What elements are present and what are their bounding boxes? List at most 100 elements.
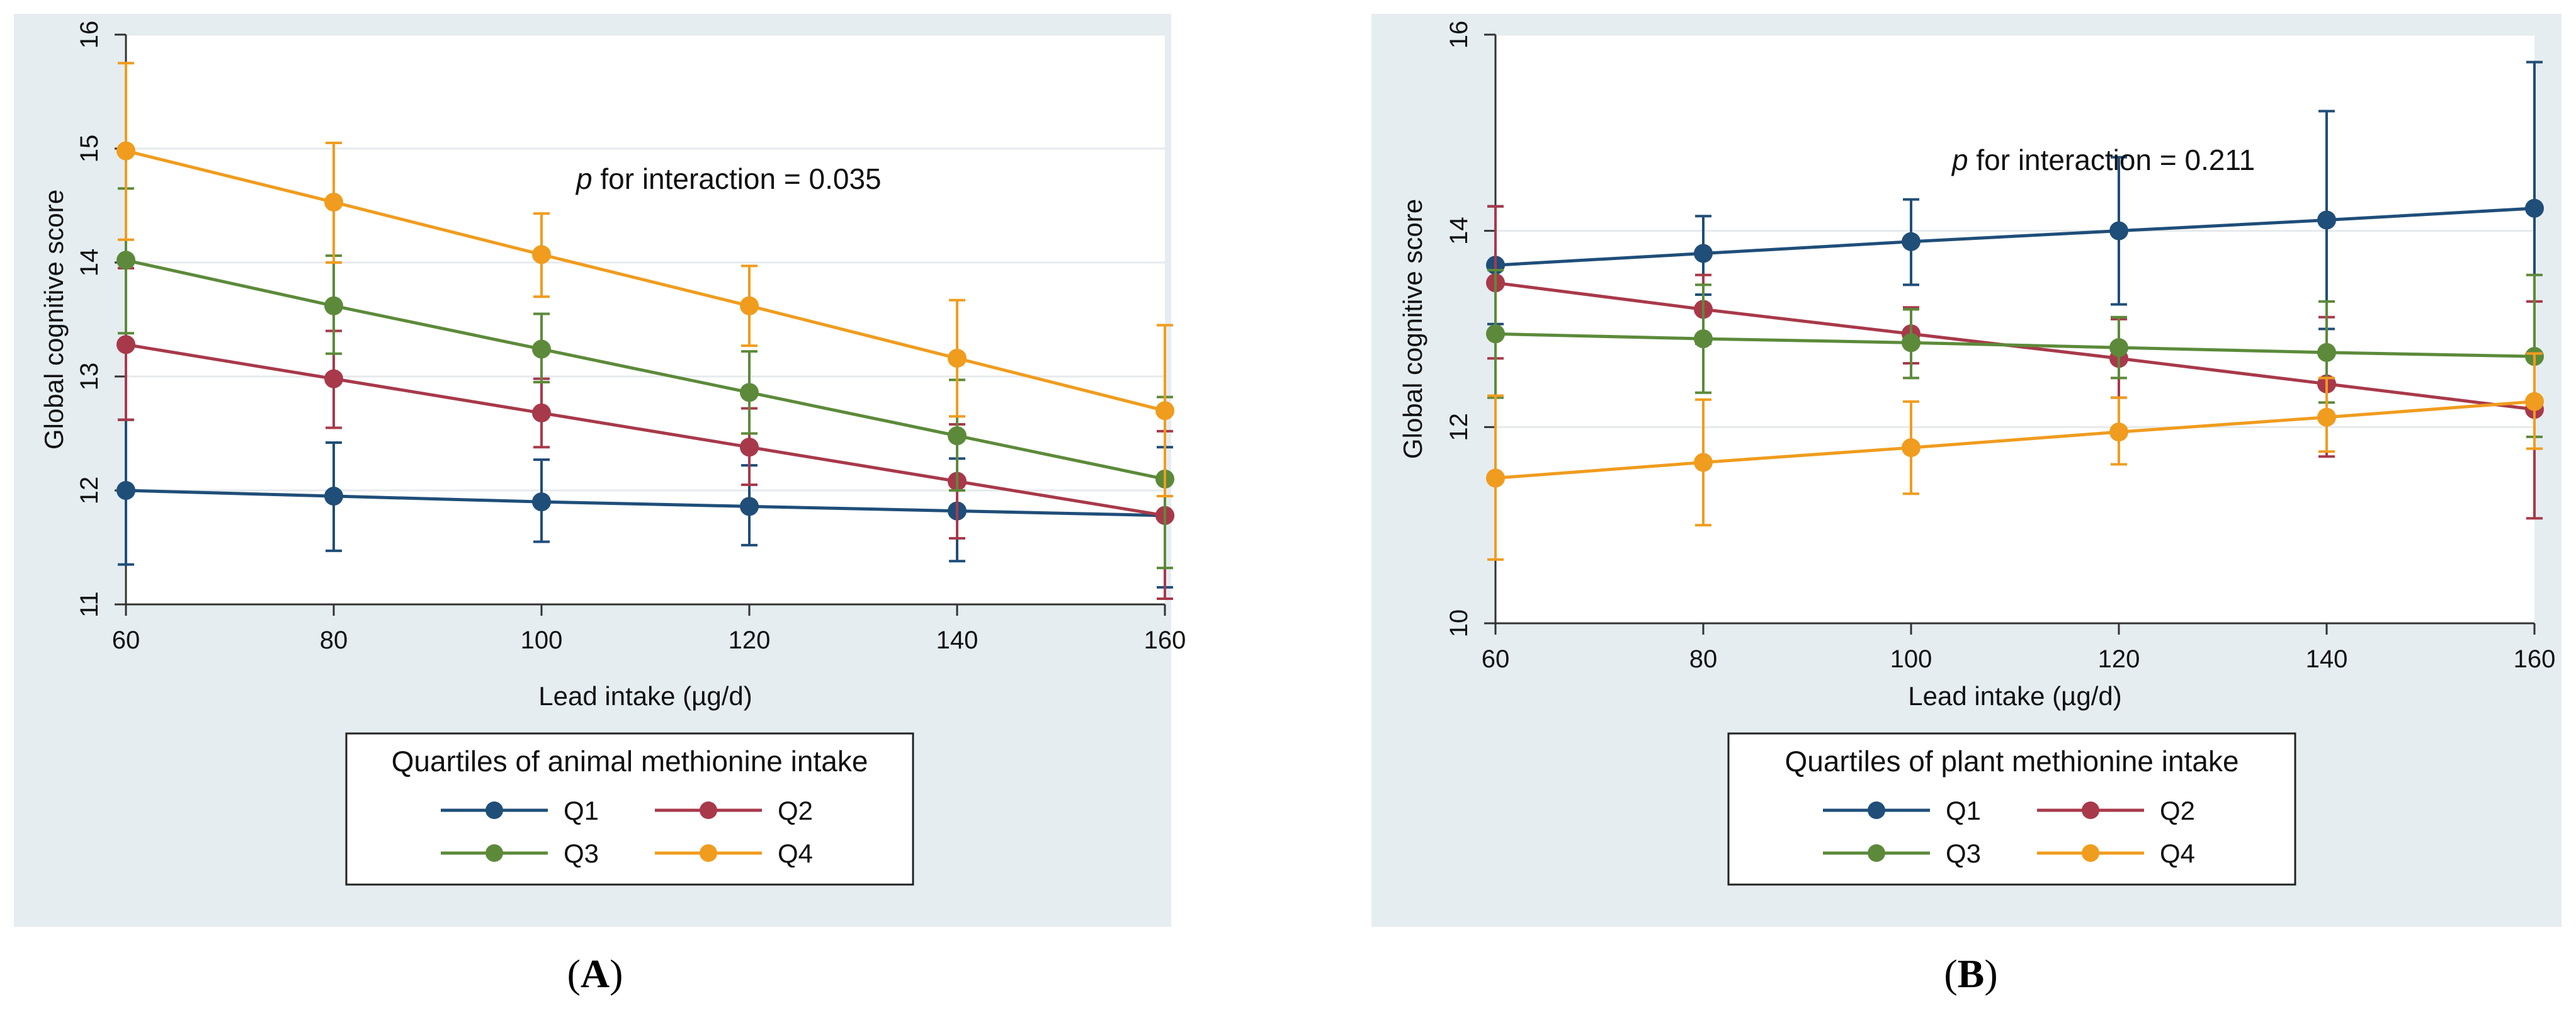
- y-tick-label: 14: [76, 249, 103, 277]
- data-point: [2525, 392, 2544, 411]
- series-line: [1495, 332, 2535, 358]
- panel-label-letter: B: [1958, 951, 1985, 996]
- data-point: [2109, 338, 2128, 358]
- series-line: [125, 489, 1166, 518]
- data-point: [324, 369, 343, 388]
- plot-area: [1495, 35, 2534, 623]
- x-axis-title: Lead intake (µg/d): [1908, 681, 2121, 711]
- data-point: [948, 426, 967, 446]
- interaction-annotation: p for interaction = 0.211: [1951, 144, 2255, 176]
- data-point: [1902, 232, 1921, 251]
- series-line: [125, 149, 1166, 412]
- y-axis-title: Global cognitive score: [1398, 199, 1427, 459]
- annotation-italic: p: [1951, 144, 1968, 176]
- data-point: [532, 492, 551, 512]
- x-tick-label: 160: [1144, 626, 1186, 654]
- x-tick-label: 140: [936, 626, 979, 654]
- annotation-text: for interaction = 0.035: [593, 162, 882, 195]
- y-tick-label: 16: [1445, 21, 1473, 49]
- legend-label: Q3: [564, 839, 599, 868]
- legend-item-q3: Q3: [441, 839, 599, 868]
- data-point: [1902, 438, 1921, 458]
- data-point: [116, 481, 135, 500]
- x-axis-title: Lead intake (µg/d): [538, 681, 752, 711]
- data-point: [1486, 324, 1505, 344]
- legend-swatch-marker: [1868, 844, 1885, 862]
- legend-label: Q1: [1946, 796, 1981, 825]
- series-line: [1495, 207, 2535, 267]
- legend-item-q2: Q2: [655, 796, 813, 825]
- y-tick-label: 15: [76, 135, 103, 163]
- data-point: [2317, 342, 2336, 362]
- data-point: [2525, 198, 2544, 218]
- panel-label-open: (: [567, 951, 581, 996]
- series-line: [125, 342, 1166, 518]
- data-point: [2109, 422, 2128, 442]
- data-point: [116, 251, 135, 270]
- y-tick-label: 12: [1445, 413, 1473, 441]
- legend-swatch-marker: [485, 844, 503, 862]
- data-point: [1694, 329, 1713, 349]
- data-point: [1155, 401, 1174, 421]
- chart-panel-a: 11 12 13 14 15 16 60 80 100 120 140 160 Global cogni…: [14, 14, 1186, 996]
- data-point: [2317, 210, 2336, 230]
- series-line: [1495, 400, 2535, 480]
- data-point: [2109, 221, 2128, 241]
- data-point: [2317, 407, 2336, 427]
- data-point: [324, 193, 343, 212]
- series-line: [125, 258, 1166, 481]
- legend-title: Quartiles of plant methionine intake: [1784, 745, 2238, 778]
- data-point: [948, 349, 967, 368]
- x-tick-label: 80: [320, 626, 348, 654]
- y-tick-label: 14: [1445, 217, 1473, 245]
- panel-label: (A): [567, 951, 623, 996]
- legend-swatch-marker: [2082, 801, 2099, 819]
- legend-label: Q1: [564, 796, 599, 825]
- legend-swatch-marker: [700, 844, 717, 862]
- series-q4: [1486, 352, 2544, 561]
- legend-item-q1: Q1: [1823, 796, 1981, 825]
- x-tick-label: 100: [521, 626, 563, 654]
- legend-item-q4: Q4: [655, 839, 813, 868]
- x-tick-label: 120: [729, 626, 771, 654]
- data-point: [116, 141, 135, 161]
- legend-item-q4: Q4: [2037, 839, 2195, 868]
- legend-swatch-marker: [485, 801, 503, 819]
- panel-label-close: ): [610, 951, 623, 996]
- data-point: [532, 339, 551, 359]
- legend-label: Q2: [2160, 796, 2195, 825]
- data-point: [532, 403, 551, 422]
- legend: Quartiles of plant methionine intake Q1 Q2…: [1727, 732, 2296, 886]
- data-point: [324, 296, 343, 315]
- chart-panel-b: 10 12 14 16 60 80 100 120 140 160 Global cognitive…: [1371, 14, 2562, 996]
- panel-label-open: (: [1944, 951, 1957, 996]
- data-point: [1486, 468, 1505, 488]
- y-tick-label: 11: [76, 591, 103, 618]
- x-tick-label: 120: [2098, 645, 2140, 673]
- legend-swatch-marker: [1868, 801, 1885, 819]
- legend-title: Quartiles of animal methionine intake: [392, 745, 868, 778]
- panel-label: (B): [1944, 951, 1997, 996]
- y-tick-label: 12: [76, 477, 103, 505]
- y-tick-label: 13: [76, 363, 103, 391]
- x-tick-label: 140: [2306, 645, 2348, 673]
- x-tick-label: 60: [1482, 645, 1510, 673]
- legend: Quartiles of animal methionine intake Q1 Q…: [345, 732, 914, 886]
- data-point: [740, 438, 759, 457]
- data-point: [1902, 333, 1921, 353]
- data-point: [1694, 453, 1713, 472]
- series-q4: [116, 62, 1174, 498]
- legend-label: Q4: [2160, 839, 2195, 868]
- legend-label: Q2: [778, 796, 813, 825]
- annotation-italic: p: [575, 162, 593, 195]
- legend-swatch-marker: [700, 801, 717, 819]
- y-axis-title: Global cognitive score: [39, 190, 69, 450]
- legend-label: Q3: [1946, 839, 1981, 868]
- x-tick-label: 80: [1689, 645, 1718, 673]
- legend-item-q3: Q3: [1823, 839, 1981, 868]
- panel-label-letter: A: [581, 951, 610, 996]
- interaction-annotation: p for interaction = 0.035: [575, 162, 882, 195]
- data-point: [116, 335, 135, 354]
